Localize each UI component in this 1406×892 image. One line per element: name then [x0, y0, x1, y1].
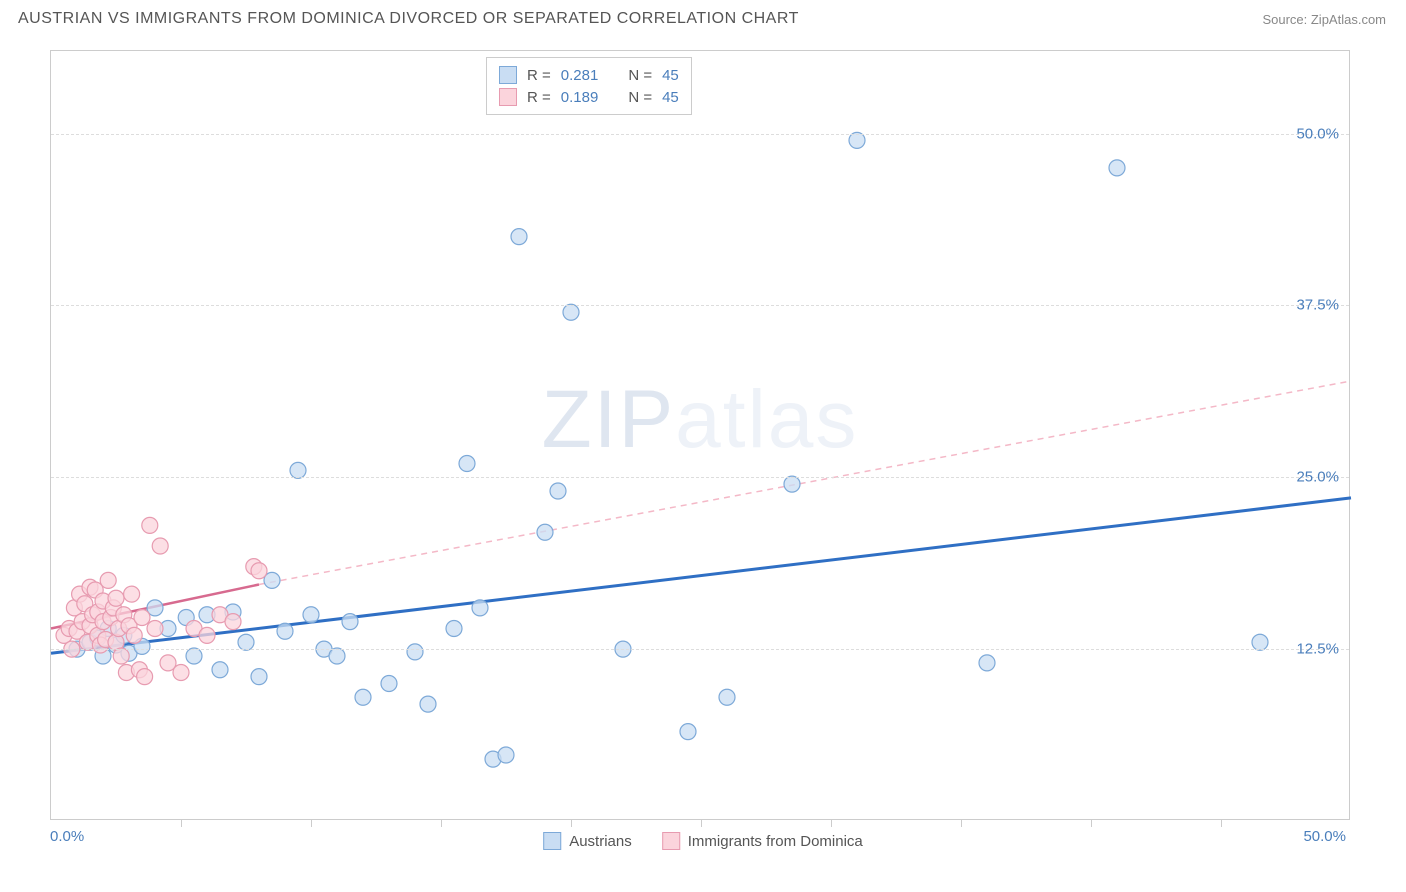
data-point [979, 655, 995, 671]
data-point [849, 132, 865, 148]
x-tick [181, 819, 182, 827]
series-swatch [499, 88, 517, 106]
data-point [251, 669, 267, 685]
data-point [124, 586, 140, 602]
source-label: Source: ZipAtlas.com [1262, 12, 1386, 27]
data-point [152, 538, 168, 554]
data-point [303, 607, 319, 623]
gridline [51, 649, 1349, 650]
data-point [100, 572, 116, 588]
legend-swatch [543, 832, 561, 850]
legend-label: Austrians [569, 833, 632, 850]
data-point [1252, 634, 1268, 650]
data-point [113, 648, 129, 664]
data-point [108, 590, 124, 606]
data-point [212, 662, 228, 678]
data-point [277, 623, 293, 639]
gridline [51, 305, 1349, 306]
n-value: 45 [662, 89, 679, 106]
x-tick [701, 819, 702, 827]
r-label: R = [527, 89, 551, 106]
data-point [498, 747, 514, 763]
data-point [238, 634, 254, 650]
data-point [225, 614, 241, 630]
trend-line-dashed [259, 381, 1351, 585]
data-point [537, 524, 553, 540]
x-tick [311, 819, 312, 827]
data-point [199, 627, 215, 643]
data-point [381, 676, 397, 692]
stats-legend-box: R = 0.281 N = 45 R = 0.189 N = 45 [486, 57, 692, 115]
x-tick [831, 819, 832, 827]
x-tick [961, 819, 962, 827]
data-point [407, 644, 423, 660]
chart-title: AUSTRIAN VS IMMIGRANTS FROM DOMINICA DIV… [18, 10, 799, 28]
x-tick [441, 819, 442, 827]
x-axis-max-label: 50.0% [1303, 828, 1346, 845]
trend-line [51, 498, 1351, 653]
data-point [290, 462, 306, 478]
y-tick-label: 12.5% [1296, 641, 1339, 658]
r-value: 0.281 [561, 67, 599, 84]
data-point [563, 304, 579, 320]
series-swatch [499, 66, 517, 84]
scatter-plot [51, 51, 1349, 819]
stats-row: R = 0.189 N = 45 [499, 86, 679, 108]
data-point [680, 724, 696, 740]
legend-swatch [662, 832, 680, 850]
n-label: N = [628, 67, 652, 84]
data-point [784, 476, 800, 492]
y-tick-label: 50.0% [1296, 125, 1339, 142]
data-point [147, 621, 163, 637]
data-point [126, 627, 142, 643]
x-tick [571, 819, 572, 827]
gridline [51, 134, 1349, 135]
n-label: N = [628, 89, 652, 106]
data-point [511, 229, 527, 245]
data-point [472, 600, 488, 616]
r-value: 0.189 [561, 89, 599, 106]
stats-row: R = 0.281 N = 45 [499, 64, 679, 86]
data-point [173, 665, 189, 681]
data-point [420, 696, 436, 712]
x-tick [1091, 819, 1092, 827]
data-point [186, 648, 202, 664]
data-point [550, 483, 566, 499]
data-point [329, 648, 345, 664]
legend-label: Immigrants from Dominica [688, 833, 863, 850]
y-tick-label: 37.5% [1296, 297, 1339, 314]
chart-area: ZIPatlas R = 0.281 N = 45 R = 0.189 N = … [50, 50, 1350, 820]
legend-item: Immigrants from Dominica [662, 832, 863, 850]
data-point [355, 689, 371, 705]
data-point [137, 669, 153, 685]
data-point [142, 517, 158, 533]
data-point [446, 621, 462, 637]
x-axis-min-label: 0.0% [50, 828, 84, 845]
x-tick [1221, 819, 1222, 827]
data-point [1109, 160, 1125, 176]
data-point [134, 610, 150, 626]
data-point [459, 456, 475, 472]
n-value: 45 [662, 67, 679, 84]
data-point [251, 563, 267, 579]
legend-item: Austrians [543, 832, 632, 850]
data-point [719, 689, 735, 705]
y-tick-label: 25.0% [1296, 469, 1339, 486]
r-label: R = [527, 67, 551, 84]
gridline [51, 477, 1349, 478]
data-point [342, 614, 358, 630]
legend: Austrians Immigrants from Dominica [543, 832, 863, 850]
